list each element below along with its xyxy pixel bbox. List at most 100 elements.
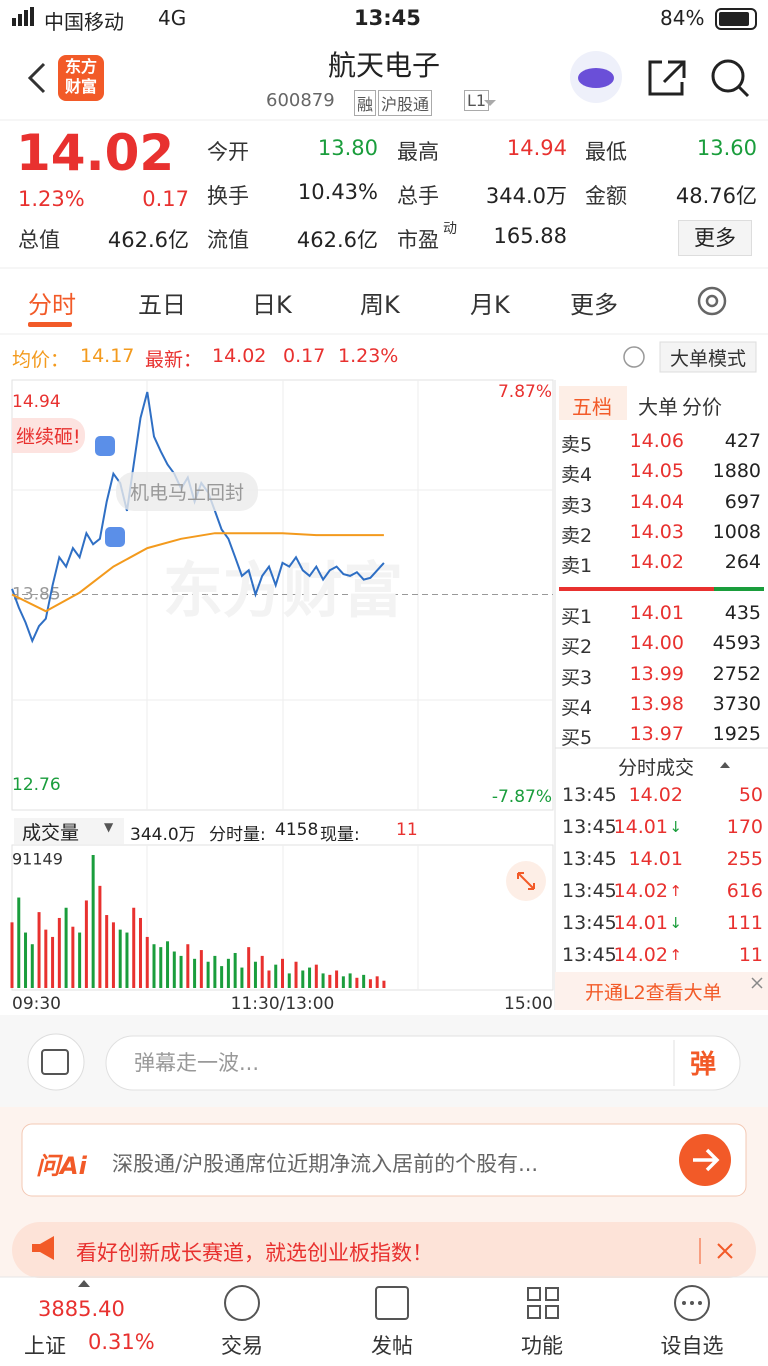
mode-button[interactable]: 大单模式 (669, 348, 746, 370)
field-label: 最低 (585, 140, 627, 164)
info-avg: 14.17 (80, 345, 135, 367)
book-price: 14.01 (629, 602, 684, 624)
comment-input[interactable]: 弹幕走一波... (134, 1051, 260, 1075)
ai-logo: 问Ai (36, 1152, 87, 1180)
annotation: 机电马上回封 (116, 472, 259, 511)
info-latest-label: 最新： (145, 349, 203, 371)
trade-time: 13:45 (562, 944, 617, 966)
book-label: 卖3 (561, 494, 593, 517)
more-button[interactable]: 更多 (678, 220, 752, 256)
volume-bar (98, 885, 102, 988)
nav-item[interactable]: 功能 (521, 1334, 563, 1358)
trade-time: 13:45 (562, 912, 617, 934)
trade-volume: 616 (726, 880, 763, 902)
volume-bar (179, 955, 183, 988)
tab[interactable]: 周K (360, 291, 400, 319)
volume-bar (253, 961, 257, 988)
tab[interactable]: 更多 (570, 291, 618, 319)
volume-bar (247, 947, 251, 988)
volume-minute-label: 分时量: (209, 825, 266, 845)
volume-bar (78, 932, 82, 988)
tag: L1 (464, 90, 490, 111)
annotation: 继续砸! (12, 418, 85, 453)
volume-bar (348, 973, 352, 988)
volume-bar (287, 973, 291, 988)
volume-bar (37, 912, 41, 988)
info-change: 0.17 (283, 345, 326, 367)
volume-bar (375, 976, 379, 988)
logo: 东方 财富 (64, 57, 97, 96)
comment-button[interactable]: 弹 (690, 1050, 717, 1080)
nav-item[interactable]: 交易 (221, 1334, 263, 1358)
volume-bar (145, 936, 149, 988)
promo-text[interactable]: 看好创新成长赛道，就选创业板指数！ (76, 1241, 433, 1265)
volume-bar (172, 951, 176, 988)
trade-price: 14.01 (613, 912, 668, 934)
y2-tick-label: -7.87% (492, 787, 552, 807)
volume-bar (125, 932, 129, 988)
volume-bar (186, 944, 190, 988)
book-label: 卖4 (561, 464, 593, 487)
network: 4G (158, 6, 187, 30)
ai-text[interactable]: 深股通/沪股通席位近期净流入居前的个股有... (112, 1152, 539, 1176)
trade-price: 14.02 (628, 784, 683, 806)
volume-bar (24, 932, 28, 988)
trade-price: 14.01 (628, 848, 683, 870)
field-value: 13.60 (696, 136, 757, 160)
volume-bar (294, 961, 298, 988)
volume-bar (17, 897, 21, 988)
book-tab[interactable]: 五档 (572, 395, 612, 419)
book-volume: 1880 (712, 460, 761, 483)
volume-dropdown[interactable]: 成交量 (22, 822, 80, 844)
volume-bar (335, 970, 339, 988)
nav-item[interactable]: 设自选 (660, 1334, 724, 1358)
volume-bar (355, 977, 359, 988)
tab[interactable]: 日K (252, 291, 292, 319)
change-pct: 1.23% (18, 187, 85, 211)
book-price: 14.02 (629, 551, 684, 574)
book-label: 买5 (561, 727, 593, 750)
volume-bar (138, 917, 142, 988)
book-tab[interactable]: 大单 (638, 395, 678, 419)
book-price: 14.03 (629, 520, 684, 543)
y-tick-label: 12.76 (12, 775, 61, 795)
book-label: 买2 (561, 636, 593, 659)
volume-bar (220, 966, 224, 988)
field-sup: 动 (443, 221, 457, 237)
trade-volume: 11 (738, 944, 763, 966)
info-latest: 14.02 (212, 345, 267, 367)
field-value: 462.6亿 (107, 228, 189, 252)
watermark: 东方财富 (163, 557, 403, 627)
book-tab[interactable]: 分价 (682, 395, 722, 419)
field-value: 462.6亿 (296, 228, 378, 252)
volume-bar (368, 979, 372, 988)
carrier: 中国移动 (44, 10, 124, 34)
back-icon[interactable] (27, 62, 46, 94)
volume-bar (111, 922, 115, 988)
dropdown-arrow: ▼ (104, 820, 114, 834)
book-volume: 2752 (712, 662, 761, 685)
volume-bar (51, 936, 55, 988)
tab[interactable]: 月K (470, 291, 510, 319)
tab[interactable]: 分时 (28, 291, 76, 319)
volume-bar (362, 974, 366, 988)
volume-bar (226, 958, 230, 988)
price: 14.02 (16, 124, 175, 182)
field-label: 总值 (18, 228, 60, 252)
l2-banner[interactable]: 开通L2查看大单 (585, 982, 722, 1004)
book-volume: 435 (724, 602, 761, 624)
tab[interactable]: 五日 (138, 291, 186, 319)
battery: 84% (660, 6, 705, 30)
volume-bar (57, 917, 61, 988)
y2-tick-label: 7.87% (498, 382, 552, 402)
trade-time: 13:45 (562, 880, 617, 902)
book-price: 14.05 (629, 460, 684, 483)
volume-bar (44, 929, 48, 988)
field-label: 流值 (207, 228, 249, 252)
volume-bar (281, 958, 284, 988)
field-value: 165.88 (493, 224, 567, 248)
nav-item[interactable]: 发帖 (371, 1334, 413, 1358)
field-value: 344.0万 (485, 184, 567, 208)
